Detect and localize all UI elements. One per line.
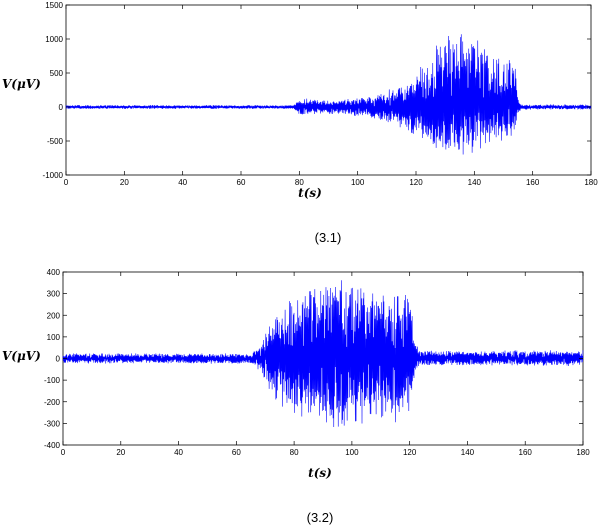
x-tick-label: 120: [403, 448, 417, 457]
caption-2: (3.2): [307, 510, 334, 525]
x-tick-label: 160: [519, 448, 533, 457]
x-tick-label: 140: [461, 448, 475, 457]
y-tick-label: 1500: [45, 1, 63, 10]
x-tick-label: 140: [468, 178, 482, 187]
chart-panel-2: 0 20 40 60 80 100 120 140 160 180 -400 -300 -200 -10…: [2, 268, 590, 525]
y-tick-label: 400: [47, 268, 61, 277]
x-tick-label: 80: [290, 448, 299, 457]
signal-2-group: [62, 280, 584, 428]
x-axis-label-2: t(s): [308, 466, 332, 480]
y-tick-label: 500: [50, 69, 64, 78]
y-tick-label: -400: [44, 441, 61, 450]
x-tick-label: 100: [351, 178, 365, 187]
x-tick-label: 20: [116, 448, 125, 457]
y-tick-label: 200: [47, 311, 61, 320]
y-tick-label: 300: [47, 290, 61, 299]
x-tick-label: 160: [526, 178, 540, 187]
y-tick-label: 1000: [45, 35, 63, 44]
y-tick-label: 0: [59, 103, 64, 112]
x-tick-label: 0: [64, 178, 69, 187]
x-tick-label: 180: [584, 178, 598, 187]
x-ticks-2: 0 20 40 60 80 100 120 140 160 180: [61, 272, 590, 457]
chart-panel-1: 0 20 40 60 80 100 120 140 160 180 -1000 -500 0 500 10…: [2, 1, 598, 245]
y-axis-label-2: V(μV): [2, 349, 41, 363]
y-tick-label: 100: [47, 333, 61, 342]
x-tick-label: 60: [237, 178, 246, 187]
x-tick-label: 60: [232, 448, 241, 457]
x-tick-label: 40: [178, 178, 187, 187]
caption-1: (3.1): [315, 230, 342, 245]
x-tick-label: 40: [174, 448, 183, 457]
x-tick-label: 0: [61, 448, 66, 457]
y-tick-label: -100: [44, 376, 61, 385]
y-tick-label: -300: [44, 419, 61, 428]
y-ticks-2: -400 -300 -200 -100 0 100 200 300 400: [44, 268, 583, 450]
y-axis-label-1: V(μV): [2, 77, 41, 91]
x-ticks-1: 0 20 40 60 80 100 120 140 160 180: [64, 5, 598, 187]
x-tick-label: 80: [295, 178, 304, 187]
y-tick-label: -200: [44, 398, 61, 407]
y-tick-label: -1000: [43, 171, 64, 180]
y-tick-label: 0: [56, 355, 61, 364]
x-tick-label: 100: [345, 448, 359, 457]
x-axis-label-1: t(s): [298, 186, 322, 200]
x-tick-label: 120: [409, 178, 423, 187]
x-tick-label: 180: [576, 448, 590, 457]
signal-trace: [65, 34, 592, 155]
signal-1-group: [65, 34, 592, 155]
y-tick-label: -500: [47, 137, 64, 146]
signal-trace: [62, 280, 584, 428]
x-tick-label: 20: [120, 178, 129, 187]
y-ticks-1: -1000 -500 0 500 1000 1500: [43, 1, 591, 180]
